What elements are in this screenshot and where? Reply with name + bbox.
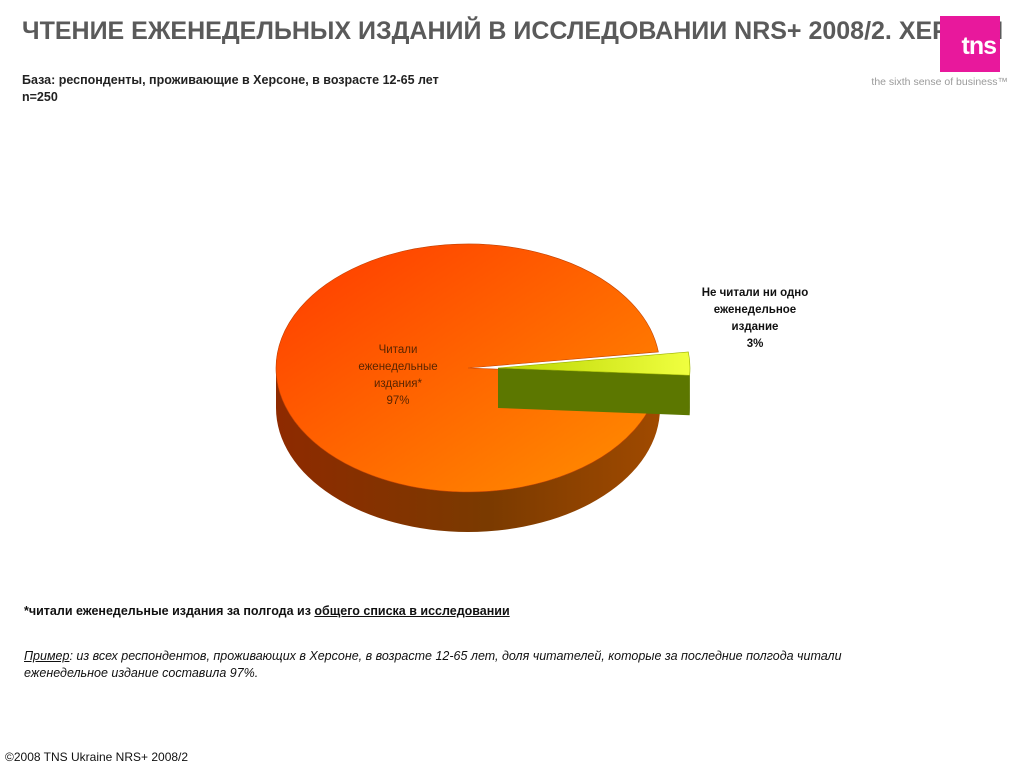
pie-slice-side-readers (276, 368, 660, 532)
slice-label-line: еженедельное (713, 304, 797, 316)
slice-value-label: 97% (386, 395, 410, 407)
pie-slice-nonreaders (497, 351, 691, 376)
footnote-text: *читали еженедельные издания за полгода … (24, 604, 315, 618)
slice-label-line: издание (731, 321, 779, 333)
pie-slice-wall-nonreaders (498, 368, 690, 416)
slice-label-line: издания* (373, 378, 423, 390)
example-text: : из всех респондентов, проживающих в Хе… (24, 649, 842, 680)
slice-label-nonreaders: Не читали ни одно еженедельное издание 3… (680, 285, 830, 353)
pie-slice-readers (275, 243, 661, 493)
brand-tagline: the sixth sense of business™ (871, 76, 1008, 88)
page-title: ЧТЕНИЕ ЕЖЕНЕДЕЛЬНЫХ ИЗДАНИЙ В ИССЛЕДОВАН… (22, 17, 1004, 45)
sample-size: n=250 (22, 90, 58, 104)
example-heading: Пример (24, 649, 70, 663)
footnote-link[interactable]: общего списка в исследовании (314, 604, 510, 618)
subtitle: База: респонденты, проживающие в Херсоне… (22, 72, 439, 106)
footnote: *читали еженедельные издания за полгода … (24, 604, 510, 618)
slice-label-line: Читали (378, 344, 418, 356)
logo-text: tns (961, 32, 997, 60)
slice-label-line: еженедельные (358, 361, 438, 373)
example-note: Пример: из всех респондентов, проживающи… (24, 648, 864, 682)
slice-value-label: 3% (746, 338, 764, 350)
slice-label-readers: Читали еженедельные издания* 97% (333, 342, 463, 410)
copyright: ©2008 TNS Ukraine NRS+ 2008/2 (5, 750, 189, 764)
base-description: База: респонденты, проживающие в Херсоне… (22, 73, 439, 87)
tns-logo: tns (940, 16, 1000, 72)
slice-label-line: Не читали ни одно (701, 287, 809, 299)
